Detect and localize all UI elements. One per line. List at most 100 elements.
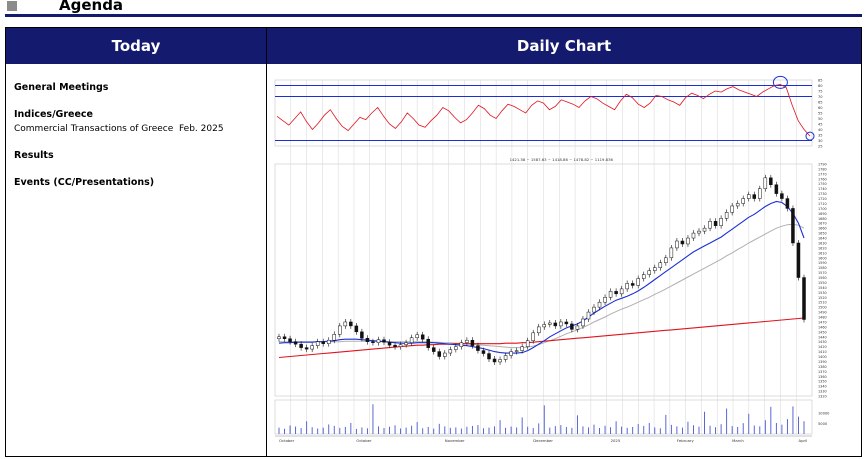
- candle-body: [304, 347, 309, 350]
- price-tick-label: 1580: [818, 266, 827, 270]
- price-tick-label: 1760: [818, 177, 827, 181]
- candle-body: [802, 277, 806, 320]
- candle-body: [465, 339, 469, 343]
- x-tick-label: December: [533, 438, 553, 443]
- rsi-trough-circle: [805, 131, 815, 141]
- candle-body: [597, 301, 602, 308]
- candle-body: [326, 339, 331, 344]
- candle-body: [730, 205, 734, 213]
- column-header-today: Today: [6, 28, 266, 64]
- candle-body: [277, 336, 281, 339]
- candle-body: [774, 184, 779, 194]
- price-tick-label: 1610: [818, 251, 827, 255]
- x-tick-label: February: [677, 438, 695, 443]
- candle-body: [702, 227, 707, 232]
- candle-body: [758, 188, 762, 199]
- candle-body: [553, 322, 558, 327]
- candle-body: [630, 283, 635, 286]
- candle-body: [492, 358, 497, 363]
- candle-body: [669, 247, 674, 259]
- candle-body: [780, 193, 784, 199]
- candle-body: [420, 334, 425, 340]
- candle-body: [310, 345, 314, 350]
- candle-body: [481, 350, 486, 354]
- price-tick-label: 1410: [818, 350, 827, 354]
- candle-body: [371, 341, 375, 343]
- price-tick-label: 1490: [818, 311, 827, 315]
- rsi-line: [276, 83, 811, 137]
- candle-body: [338, 325, 342, 335]
- price-tick-label: 1710: [818, 202, 827, 206]
- x-tick-label: 2025: [611, 438, 621, 443]
- candle-body: [542, 324, 547, 328]
- candle-body: [387, 341, 392, 346]
- price-tick-label: 1700: [818, 207, 827, 211]
- price-tick-label: 1550: [818, 281, 827, 285]
- volume-tick-label: 10000: [818, 411, 830, 415]
- candle-body: [713, 221, 718, 226]
- price-tick-label: 1730: [818, 192, 827, 196]
- price-tick-label: 1790: [818, 163, 827, 167]
- candle-body: [647, 270, 652, 275]
- candle-body: [746, 194, 751, 199]
- candle-body: [509, 351, 513, 356]
- candle-body: [785, 198, 790, 209]
- candle-body: [299, 343, 303, 348]
- price-tick-label: 1750: [818, 182, 827, 186]
- price-tick-label: 1560: [818, 276, 827, 280]
- candle-body: [343, 321, 348, 327]
- candle-body: [570, 323, 574, 330]
- candle-body: [564, 321, 569, 325]
- candle-body: [293, 341, 298, 345]
- candle-body: [487, 353, 491, 360]
- price-tick-label: 1390: [818, 360, 827, 364]
- candle-body: [625, 283, 629, 290]
- section-general-meetings: General Meetings: [14, 82, 109, 93]
- price-tick-label: 1650: [818, 232, 827, 236]
- candle-body: [415, 334, 419, 339]
- price-tick-label: 1400: [818, 355, 827, 359]
- candle-body: [614, 291, 618, 295]
- candle-body: [559, 321, 563, 327]
- price-tick-label: 1690: [818, 212, 827, 216]
- candle-body: [741, 198, 745, 204]
- candle-body: [653, 267, 657, 271]
- price-tick-label: 1570: [818, 271, 827, 275]
- price-tick-label: 1470: [818, 320, 827, 324]
- price-tick-label: 1430: [818, 340, 827, 344]
- list-item: Commercial Transactions of Greece Feb. 2…: [14, 124, 262, 134]
- x-tick-label: October: [356, 438, 372, 443]
- price-tick-label: 1500: [818, 306, 827, 310]
- candle-body: [592, 306, 596, 313]
- price-tick-label: 1510: [818, 301, 827, 305]
- candle-body: [349, 321, 353, 327]
- price-tick-label: 1660: [818, 227, 827, 231]
- price-legend: 1421.58 ~ 1587.63 ~ 1418.86 ~ 1478.82 ~ …: [510, 157, 614, 162]
- price-tick-label: 1670: [818, 222, 827, 226]
- candle-body: [796, 242, 801, 278]
- candle-body: [437, 351, 442, 357]
- candle-body: [431, 347, 436, 352]
- column-divider: [266, 28, 267, 456]
- price-tick-label: 1740: [818, 187, 827, 191]
- candle-body: [382, 339, 386, 343]
- candle-body: [724, 212, 729, 219]
- candle-body: [536, 326, 541, 334]
- candle-body: [498, 359, 502, 363]
- candle-body: [454, 346, 458, 350]
- candle-body: [470, 339, 475, 346]
- price-tick-label: 1440: [818, 335, 827, 339]
- price-tick-label: 1460: [818, 325, 827, 329]
- price-tick-label: 1600: [818, 256, 827, 260]
- rsi-peak-circle: [772, 75, 788, 89]
- price-tick-label: 1450: [818, 330, 827, 334]
- candle-body: [675, 240, 679, 249]
- rsi-tick-label: 25: [818, 145, 823, 149]
- candle-body: [548, 322, 552, 325]
- candle-body: [752, 194, 757, 199]
- candle-body: [735, 203, 740, 207]
- rsi-tick-label: 50: [818, 117, 823, 121]
- price-tick-label: 1630: [818, 241, 827, 245]
- agenda-list: General Meetings Indices/Greece Commerci…: [14, 82, 262, 188]
- x-tick-label: March: [732, 438, 744, 443]
